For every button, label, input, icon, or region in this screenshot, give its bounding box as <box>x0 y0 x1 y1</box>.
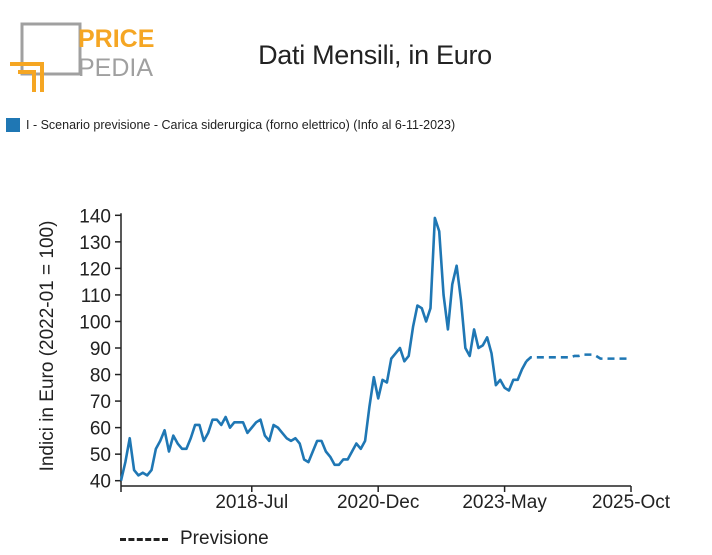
y-tick-label: 130 <box>79 233 111 254</box>
y-tick-label: 90 <box>90 339 111 360</box>
logo-orange-bracket-outer <box>10 62 44 92</box>
logo-gray-frame <box>20 22 82 76</box>
pricepedia-logo: PRICE PEDIA <box>10 22 154 92</box>
x-tick-label: 2020-Dec <box>337 492 419 513</box>
forecast-legend-dash <box>120 537 168 541</box>
y-tick-label: 140 <box>79 206 111 227</box>
y-tick-label: 60 <box>90 419 111 440</box>
x-tick-label: 2023-May <box>462 492 547 513</box>
logo-orange-bracket-inner <box>18 70 36 92</box>
y-tick-label: 50 <box>90 445 111 466</box>
forecast-legend: Previsione <box>120 528 269 550</box>
y-tick-label: 100 <box>79 312 111 333</box>
forecast-legend-label: Previsione <box>180 528 269 549</box>
legend-label: I - Scenario previsione - Carica siderur… <box>26 118 456 132</box>
y-tick-label: 40 <box>90 472 111 493</box>
chart-title: Dati Mensili, in Euro <box>258 40 492 70</box>
x-tick-label: 2025-Oct <box>592 492 671 513</box>
logo-text-pedia: PEDIA <box>78 54 153 82</box>
y-tick-label: 110 <box>81 286 111 307</box>
chart-axes: 40 50 60 70 80 90 100 110 120 130 140 2018-Jul 2020-… <box>79 206 670 513</box>
chart-legend: I - Scenario previsione - Carica siderur… <box>6 118 455 132</box>
historical-line <box>119 216 528 481</box>
series-layer <box>119 216 631 481</box>
x-tick-label: 2018-Jul <box>215 492 288 513</box>
y-axis-label: Indici in Euro (2022-01 = 100) <box>37 221 58 472</box>
legend-swatch <box>6 118 20 132</box>
y-tick-label: 120 <box>79 259 111 280</box>
logo-text-price: PRICE <box>78 25 154 53</box>
y-tick-label: 70 <box>90 392 111 413</box>
y-tick-label: 80 <box>90 366 111 387</box>
forecast-line <box>525 353 631 363</box>
